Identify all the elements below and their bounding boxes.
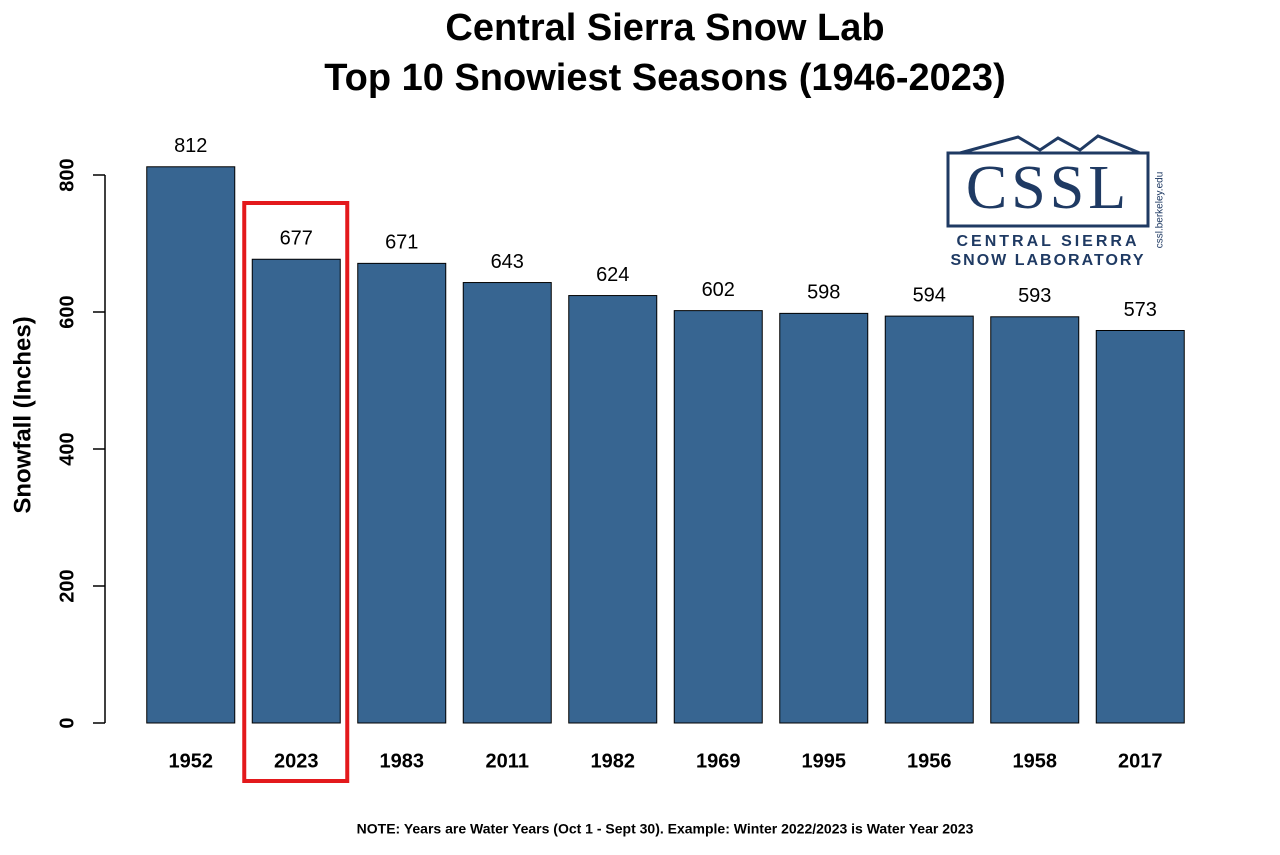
bar <box>673 310 763 724</box>
bar <box>884 315 974 724</box>
y-tick-label: 200 <box>56 569 78 602</box>
bar <box>357 262 447 724</box>
x-tick-label: 2023 <box>274 750 319 772</box>
x-tick-label: 1983 <box>380 750 425 772</box>
value-label: 643 <box>491 251 524 273</box>
note: NOTE: Years are Water Years (Oct 1 - Sep… <box>357 821 974 837</box>
bar <box>1095 329 1185 724</box>
value-label: 677 <box>280 228 313 250</box>
y-axis-label: Snowfall (Inches) <box>9 316 36 513</box>
y-tick-label: 0 <box>56 717 78 728</box>
x-tick-label: 1958 <box>1013 750 1058 772</box>
x-tick-label: 1982 <box>591 750 636 772</box>
x-tick-label: 1952 <box>169 750 214 772</box>
y-tick-label: 600 <box>56 295 78 328</box>
logo-text: SNOW LABORATORY <box>950 252 1145 269</box>
value-label: 671 <box>385 232 418 254</box>
bar <box>146 166 236 724</box>
logo-mark: CSSL <box>966 154 1130 222</box>
x-tick-label: 2017 <box>1118 750 1163 772</box>
chart-title: Top 10 Snowiest Seasons (1946-2023) <box>324 57 1005 99</box>
logo-frame <box>946 151 1150 228</box>
x-tick-label: 2011 <box>486 750 529 772</box>
highlight-box <box>242 201 350 783</box>
value-label: 598 <box>807 282 840 304</box>
x-tick-label: 1995 <box>802 750 847 772</box>
logo-url: cssl.berkeley.edu <box>1155 172 1166 249</box>
value-label: 624 <box>596 264 629 286</box>
logo-text: CENTRAL SIERRA <box>956 233 1139 250</box>
value-label: 812 <box>174 135 207 157</box>
chart-title: Central Sierra Snow Lab <box>445 7 884 49</box>
bar <box>568 295 658 724</box>
x-tick-label: 1969 <box>696 750 741 772</box>
bar <box>779 312 869 724</box>
value-label: 593 <box>1018 285 1051 307</box>
bar <box>990 316 1080 724</box>
value-label: 594 <box>913 284 946 306</box>
y-tick-label: 800 <box>56 158 78 191</box>
x-tick-label: 1956 <box>907 750 952 772</box>
value-label: 602 <box>702 279 735 301</box>
bar <box>462 282 552 724</box>
y-tick-label: 400 <box>56 432 78 465</box>
value-label: 573 <box>1124 299 1157 321</box>
bar <box>251 258 341 724</box>
logo-mountains <box>959 134 1141 155</box>
logo: CSSL CENTRAL SIERRA SNOW LABORATORY cssl… <box>946 134 1166 269</box>
